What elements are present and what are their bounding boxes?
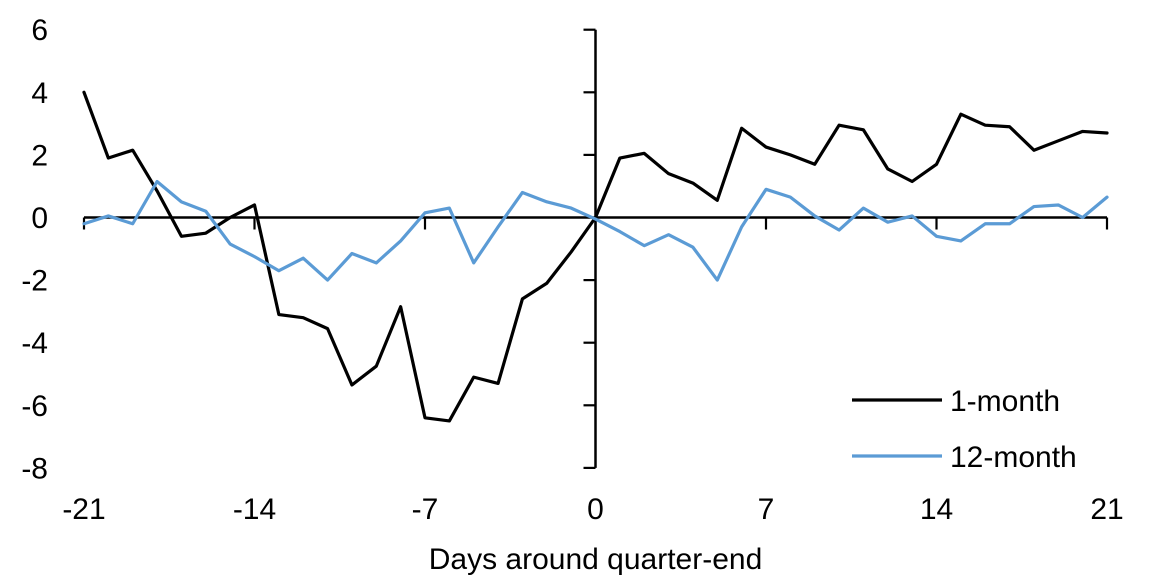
series-lines bbox=[82, 90, 1109, 423]
legend-label-1-month: 1-month bbox=[950, 385, 1060, 418]
y-tick-label: 4 bbox=[31, 77, 48, 110]
x-tick-label: -14 bbox=[233, 493, 276, 526]
y-tick-label: 0 bbox=[31, 202, 48, 235]
y-tick-label: 2 bbox=[31, 139, 48, 172]
y-tick-label: -4 bbox=[21, 327, 48, 360]
y-tick-label: -2 bbox=[21, 265, 48, 298]
x-tick-label: 21 bbox=[1090, 493, 1123, 526]
y-tick-label: 6 bbox=[31, 14, 48, 47]
x-tick-label: 14 bbox=[920, 493, 953, 526]
legend-label-12-month: 12-month bbox=[950, 441, 1077, 474]
x-tick-label: -7 bbox=[412, 493, 439, 526]
y-tick-label: -8 bbox=[21, 452, 48, 485]
x-tick-label: 0 bbox=[587, 493, 604, 526]
x-tick-label: 7 bbox=[758, 493, 775, 526]
axes: -21 -14 -7 0 7 14 21 6 4 2 0 -2 -4 -6 -8 bbox=[21, 14, 1123, 526]
x-axis-title: Days around quarter-end bbox=[429, 543, 763, 576]
legend: 1-month 12-month bbox=[852, 385, 1077, 474]
x-tick-label: -21 bbox=[62, 493, 105, 526]
series-line-12-month bbox=[82, 179, 1109, 282]
y-tick-label: -6 bbox=[21, 390, 48, 423]
